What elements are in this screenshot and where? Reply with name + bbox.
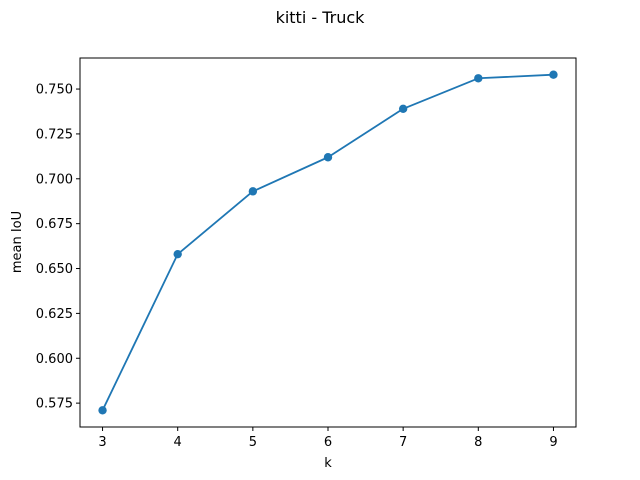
x-axis: 3 4 5 6 7 8 9 <box>98 427 558 450</box>
x-axis-label: k <box>324 456 332 471</box>
y-tick-label: 0.675 <box>36 217 73 232</box>
y-axis: 0.575 0.600 0.625 0.650 0.675 0.700 0.725 0.750 <box>36 83 80 412</box>
y-tick-label: 0.750 <box>36 83 73 98</box>
x-tick-label: 6 <box>324 435 332 450</box>
y-tick-label: 0.600 <box>36 352 73 367</box>
y-tick-label: 0.725 <box>36 127 73 142</box>
data-point <box>549 70 558 79</box>
x-tick-label: 5 <box>249 435 257 450</box>
series-layer <box>98 70 558 415</box>
x-tick-label: 9 <box>549 435 557 450</box>
y-tick-label: 0.575 <box>36 397 73 412</box>
y-axis-label: mean IoU <box>10 211 25 273</box>
chart-title: kitti - Truck <box>276 8 366 27</box>
data-point <box>398 104 408 113</box>
y-tick-label: 0.625 <box>36 307 73 322</box>
data-point <box>474 74 483 83</box>
y-tick-label: 0.700 <box>36 172 73 187</box>
data-point <box>323 153 333 162</box>
x-tick-label: 7 <box>399 435 407 450</box>
x-tick-label: 3 <box>98 435 106 450</box>
data-point <box>98 406 107 415</box>
data-point <box>173 249 182 259</box>
x-tick-label: 8 <box>474 435 482 450</box>
data-point <box>248 187 258 196</box>
x-tick-label: 4 <box>174 435 182 450</box>
y-tick-label: 0.650 <box>36 262 73 277</box>
